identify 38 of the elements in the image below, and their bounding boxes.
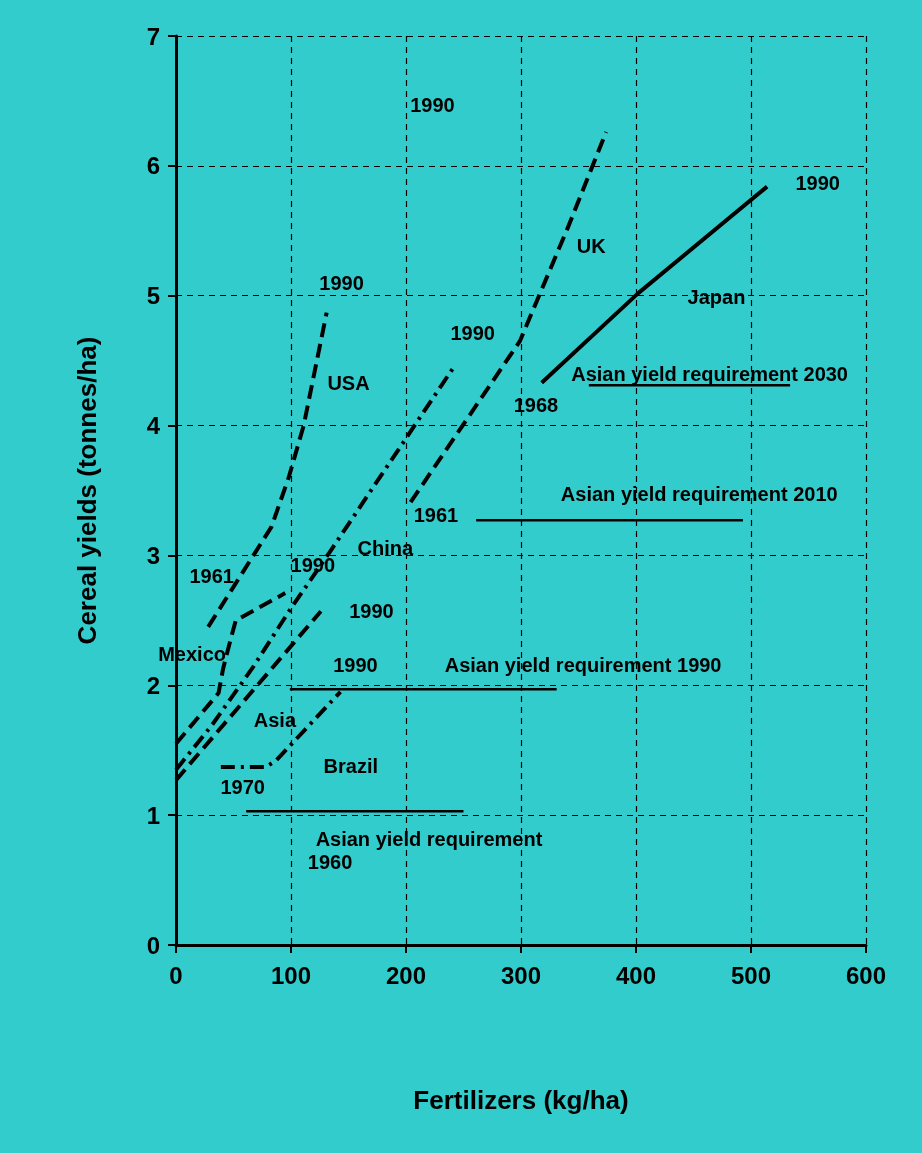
x-tick-label: 100	[270, 961, 312, 989]
annotation: 1968	[513, 393, 559, 416]
annotation: USA	[327, 371, 370, 394]
annotation: 1990	[410, 93, 455, 116]
x-tick-label: 500	[730, 961, 772, 989]
y-tick-label: 3	[146, 541, 160, 569]
y-tick-label: 6	[146, 152, 160, 180]
annotation: Brazil	[323, 754, 379, 777]
annotation: UK	[576, 235, 607, 258]
x-tick-label: 600	[845, 961, 887, 989]
annotation: China	[357, 536, 414, 559]
y-tick-label: 0	[146, 931, 160, 959]
annotation: 1960	[307, 850, 353, 873]
y-tick-label: 1	[146, 801, 160, 829]
annotation: Asian yield requirement	[315, 827, 543, 850]
annotation: 1961	[413, 504, 459, 527]
annotation: 1961	[189, 565, 234, 588]
annotation: 1990	[795, 171, 840, 194]
y-tick-label: 5	[146, 282, 160, 310]
x-tick-label: 0	[169, 961, 183, 989]
annotation: 1970	[220, 775, 265, 798]
y-tick-label: 7	[146, 22, 160, 50]
x-tick-label: 200	[385, 961, 427, 989]
x-tick-label: 300	[500, 961, 542, 989]
annotation: Asia	[253, 709, 297, 732]
annotation: 1990	[349, 600, 394, 623]
annotation: 1990	[333, 653, 378, 676]
x-tick-label: 400	[615, 961, 657, 989]
annotation: 1990	[450, 322, 495, 345]
x-axis-title: Fertilizers (kg/ha)	[413, 1085, 629, 1115]
y-tick-label: 4	[146, 412, 161, 440]
annotation: Asian yield requirement 2030	[571, 362, 848, 385]
annotation: 1990	[319, 271, 364, 294]
annotation: Asian yield requirement 1990	[444, 653, 722, 676]
annotation: Japan	[687, 286, 746, 309]
y-axis-title: Cereal yields (tonnes/ha)	[72, 336, 102, 645]
y-tick-label: 2	[146, 671, 160, 699]
annotation: Asian yield requirement 2010	[560, 483, 838, 506]
